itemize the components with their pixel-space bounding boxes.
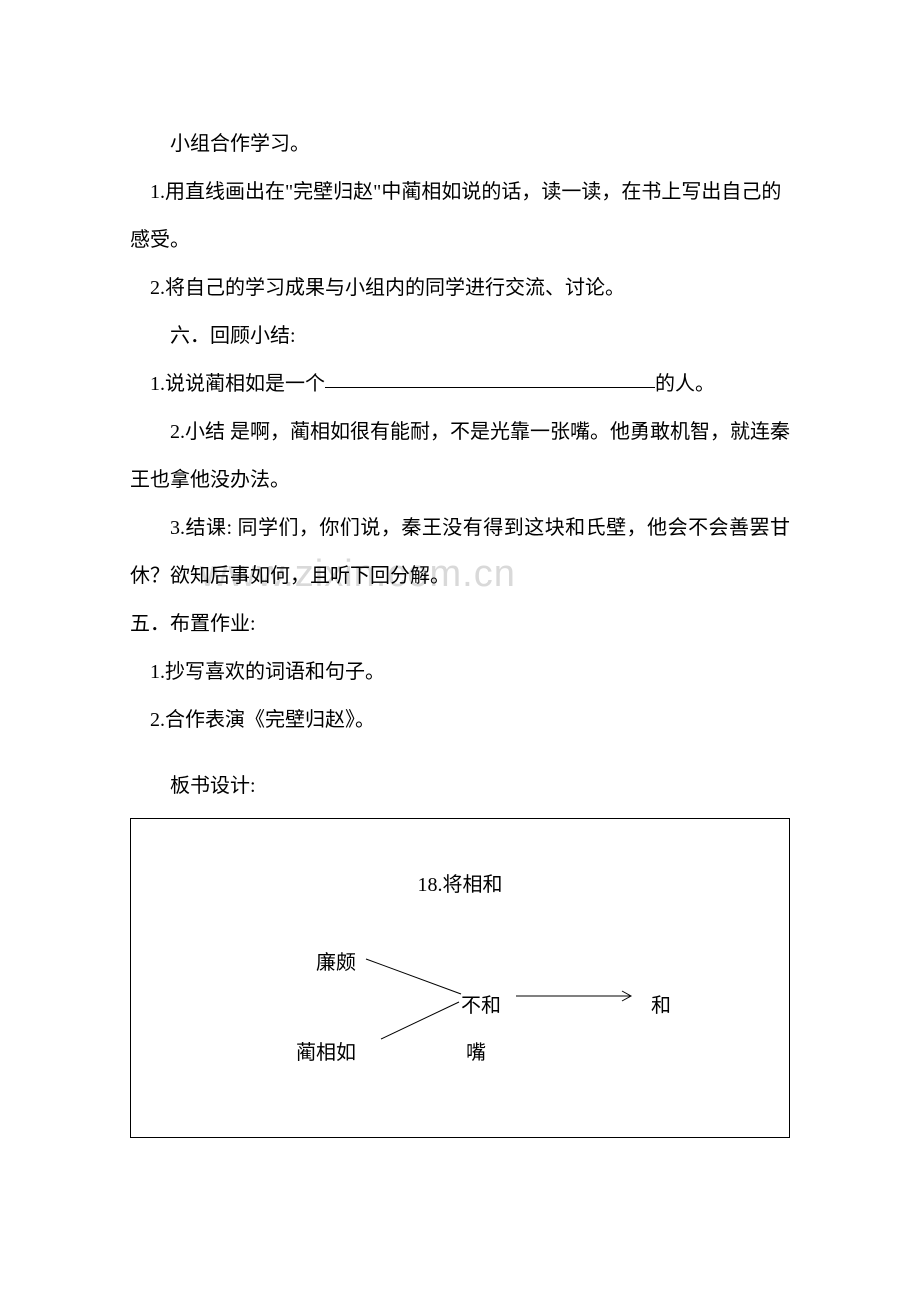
board-diagram: 廉颇 蔺相如 不和 嘴 和 [221,924,739,1084]
line-lianpo [366,959,461,994]
paragraph-section-six: 六．回顾小结: [130,312,790,360]
node-zui: 嘴 [466,1029,486,1077]
paragraph-task-2: 2.将自己的学习成果与小组内的同学进行交流、讨论。 [130,264,790,312]
line-linxiangru [381,1002,459,1039]
document-content: 小组合作学习。 1.用直线画出在"完壁归赵"中蔺相如说的话，读一读，在书上写出自… [0,0,920,1198]
paragraph-section-five: 五．布置作业: [130,600,790,648]
paragraph-hw-2: 2.合作表演《完壁归赵》。 [130,696,790,744]
paragraph-task-1: 1.用直线画出在"完壁归赵"中蔺相如说的话，读一读，在书上写出自己的感受。 [130,168,790,264]
node-buhe: 不和 [461,982,501,1030]
board-design-label: 板书设计: [130,762,790,810]
fill-suffix: 的人。 [655,373,715,395]
paragraph-hw-1: 1.抄写喜欢的词语和句子。 [130,648,790,696]
paragraph-fill-blank: 1.说说蔺相如是一个 的人。 [130,360,790,408]
paragraph-conclusion: 3.结课: 同学们，你们说，秦王没有得到这块和氏壁，他会不会善罢甘休？欲知后事如… [130,504,790,600]
paragraph-summary: 2.小结 是啊，蔺相如很有能耐，不是光靠一张嘴。他勇敢机智，就连秦王也拿他没办法… [130,408,790,504]
blank-underline [325,387,655,388]
paragraph-group-study: 小组合作学习。 [130,120,790,168]
node-lianpo: 廉颇 [316,939,356,987]
board-title: 18.将相和 [131,861,789,909]
fill-prefix: 1.说说蔺相如是一个 [150,373,325,395]
node-linxiangru: 蔺相如 [296,1029,356,1077]
node-he: 和 [651,982,671,1030]
board-design-box: 18.将相和 廉颇 蔺相如 不和 嘴 和 [130,818,790,1138]
